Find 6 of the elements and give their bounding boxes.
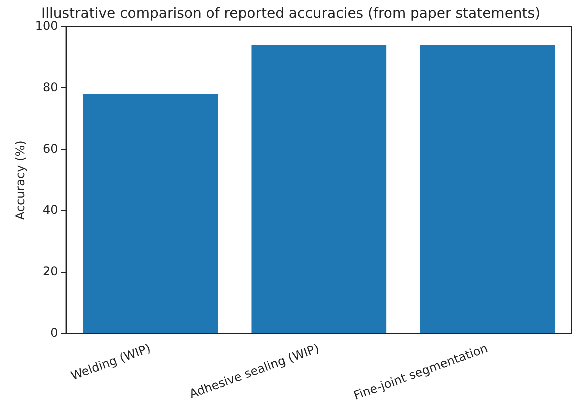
y-tick-label: 0	[50, 326, 58, 340]
y-axis-title: Accuracy (%)	[13, 140, 28, 220]
y-tick-label: 60	[43, 142, 58, 156]
y-tick-label: 20	[43, 264, 58, 279]
y-tick-label: 80	[43, 80, 58, 94]
y-tick-label: 40	[43, 203, 58, 218]
